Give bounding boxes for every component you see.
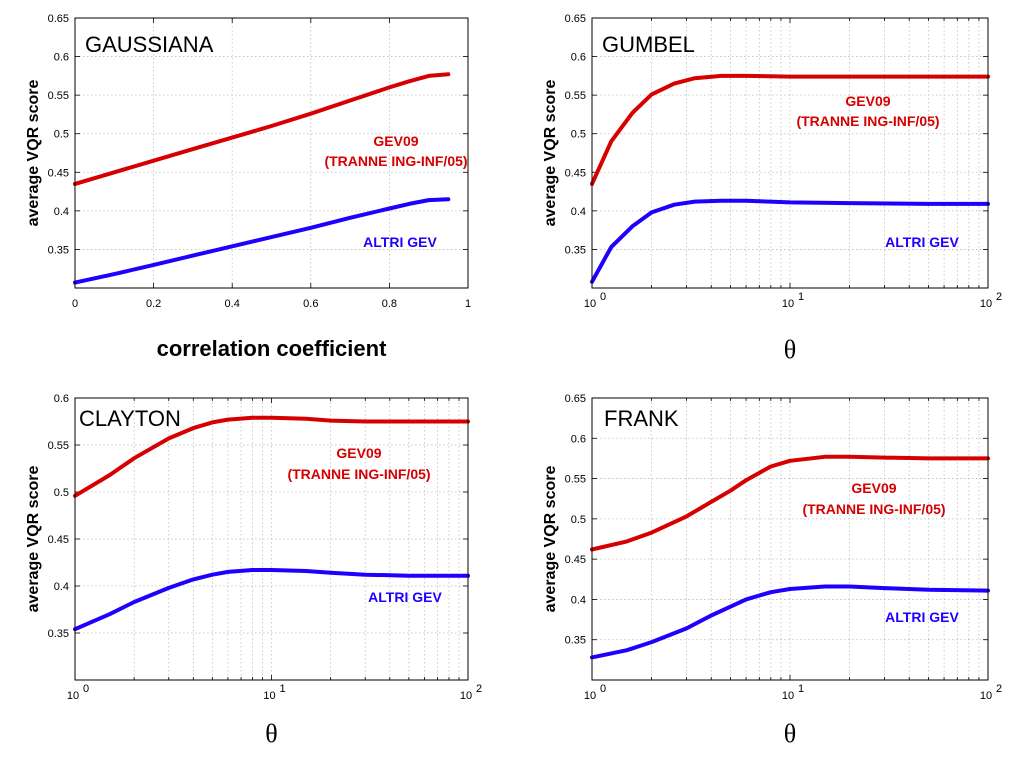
series-annotation-gev09: (TRANNE ING-INF/05) — [324, 153, 467, 169]
series-line-gev09 — [590, 73, 990, 186]
axes-frame — [74, 397, 469, 681]
x-tick-label: 0.2 — [146, 298, 161, 310]
series-annotation-gev09: (TRANNE ING-INF/05) — [802, 501, 945, 517]
series-annotation-altri: ALTRI GEV — [885, 609, 959, 625]
series-annotation-gev09: GEV09 — [373, 133, 418, 149]
series-line-altri — [73, 568, 470, 632]
y-tick-label: 0.45 — [48, 534, 69, 546]
chart-frank: 10 0 10 1 10 2 0.35 0.4 0.45 0.5 0.55 0.6 0.65 FRANK a… — [542, 393, 1002, 748]
y-tick-label: 0.55 — [48, 90, 69, 102]
y-tick-label: 0.4 — [54, 581, 69, 593]
axes-frame — [591, 397, 989, 681]
panel-title: GAUSSIANA — [85, 32, 214, 57]
y-tick-label: 0.45 — [565, 167, 586, 179]
y-tick-label: 0.6 — [571, 52, 586, 64]
x-tick-exponent: 2 — [996, 291, 1002, 303]
x-axis-label: correlation coefficient — [157, 336, 388, 361]
series-line-altri — [590, 198, 990, 284]
y-tick-label: 0.4 — [54, 206, 69, 218]
x-tick-exponent: 0 — [83, 683, 89, 695]
y-tick-label: 0.5 — [571, 129, 586, 141]
x-tick-label: 10 — [980, 690, 992, 702]
chart-clayton: 10 0 10 1 10 2 0.35 0.4 0.45 0.5 0.55 0.6 CLAYTON ave… — [25, 393, 482, 748]
x-tick-label: 0.6 — [303, 298, 318, 310]
series-annotation-altri: ALTRI GEV — [885, 234, 959, 250]
x-axis-label: θ — [265, 719, 277, 748]
y-tick-label: 0.55 — [48, 440, 69, 452]
y-tick-label: 0.5 — [54, 129, 69, 141]
panel-title: FRANK — [604, 406, 679, 431]
y-tick-label: 0.5 — [54, 487, 69, 499]
axes-frame — [74, 17, 469, 289]
series-annotation-gev09: (TRANNE ING-INF/05) — [287, 466, 430, 482]
x-tick-label: 10 — [584, 690, 596, 702]
x-tick-label: 10 — [980, 298, 992, 310]
series-annotation-altri: ALTRI GEV — [368, 589, 442, 605]
y-tick-label: 0.5 — [571, 514, 586, 526]
series-line-altri — [73, 197, 451, 285]
series-line-gev09 — [73, 72, 451, 186]
y-axis-label: average VQR score — [542, 80, 559, 227]
x-tick-label: 10 — [584, 298, 596, 310]
x-tick-exponent: 1 — [798, 683, 804, 695]
grid-lines — [75, 18, 468, 288]
grid-lines — [592, 398, 988, 680]
y-tick-label: 0.4 — [571, 594, 586, 606]
x-tick-label: 10 — [263, 690, 275, 702]
series-annotation-gev09: GEV09 — [336, 445, 381, 461]
chart-gaussiana: 0 0.2 0.4 0.6 0.8 1 0.35 0.4 0.45 0.5 0.55 0.6 0.65 G… — [25, 13, 471, 361]
x-axis-label: θ — [784, 335, 796, 364]
y-axis-label: average VQR score — [25, 80, 42, 227]
y-tick-label: 0.45 — [48, 167, 69, 179]
chart-gumbel: 10 0 10 1 10 2 0.35 0.4 0.45 0.5 0.55 0.6 0.65 GUMBEL… — [542, 13, 1002, 364]
series-annotation-gev09: (TRANNE ING-INF/05) — [796, 113, 939, 129]
y-axis-label: average VQR score — [25, 466, 42, 613]
x-tick-label: 10 — [460, 690, 472, 702]
x-axis-label: θ — [784, 719, 796, 748]
x-tick-exponent: 0 — [600, 683, 606, 695]
y-tick-label: 0.55 — [565, 90, 586, 102]
series-annotation-gev09: GEV09 — [851, 480, 896, 496]
y-tick-label: 0.65 — [565, 393, 586, 405]
x-tick-label: 0.4 — [225, 298, 240, 310]
y-tick-label: 0.35 — [565, 244, 586, 256]
grid-lines — [75, 398, 468, 680]
series-annotation-altri: ALTRI GEV — [363, 234, 437, 250]
x-tick-label: 10 — [782, 690, 794, 702]
grid-lines — [592, 18, 988, 288]
x-tick-exponent: 0 — [600, 291, 606, 303]
panel-title: CLAYTON — [79, 406, 181, 431]
y-tick-label: 0.35 — [565, 635, 586, 647]
x-tick-exponent: 2 — [476, 683, 482, 695]
y-tick-label: 0.6 — [571, 433, 586, 445]
y-axis-label: average VQR score — [542, 466, 559, 613]
x-tick-exponent: 1 — [798, 291, 804, 303]
x-tick-label: 1 — [465, 298, 471, 310]
x-tick-label: 0 — [72, 298, 78, 310]
y-tick-label: 0.4 — [571, 206, 586, 218]
series-annotation-gev09: GEV09 — [845, 93, 890, 109]
axes-frame — [591, 17, 989, 289]
plot-area — [74, 17, 469, 289]
y-tick-label: 0.6 — [54, 393, 69, 405]
x-tick-label: 0.8 — [382, 298, 397, 310]
x-tick-exponent: 1 — [280, 683, 286, 695]
x-tick-label: 10 — [782, 298, 794, 310]
y-tick-label: 0.35 — [48, 244, 69, 256]
series-line-gev09 — [590, 454, 990, 552]
series-line-gev09 — [73, 415, 470, 498]
x-tick-label: 10 — [67, 690, 79, 702]
x-tick-exponent: 2 — [996, 683, 1002, 695]
y-tick-label: 0.65 — [565, 13, 586, 25]
y-tick-label: 0.35 — [48, 628, 69, 640]
y-tick-label: 0.6 — [54, 52, 69, 64]
panel-title: GUMBEL — [602, 32, 695, 57]
y-tick-label: 0.65 — [48, 13, 69, 25]
y-tick-label: 0.55 — [565, 474, 586, 486]
y-tick-label: 0.45 — [565, 554, 586, 566]
series-line-altri — [590, 584, 990, 660]
